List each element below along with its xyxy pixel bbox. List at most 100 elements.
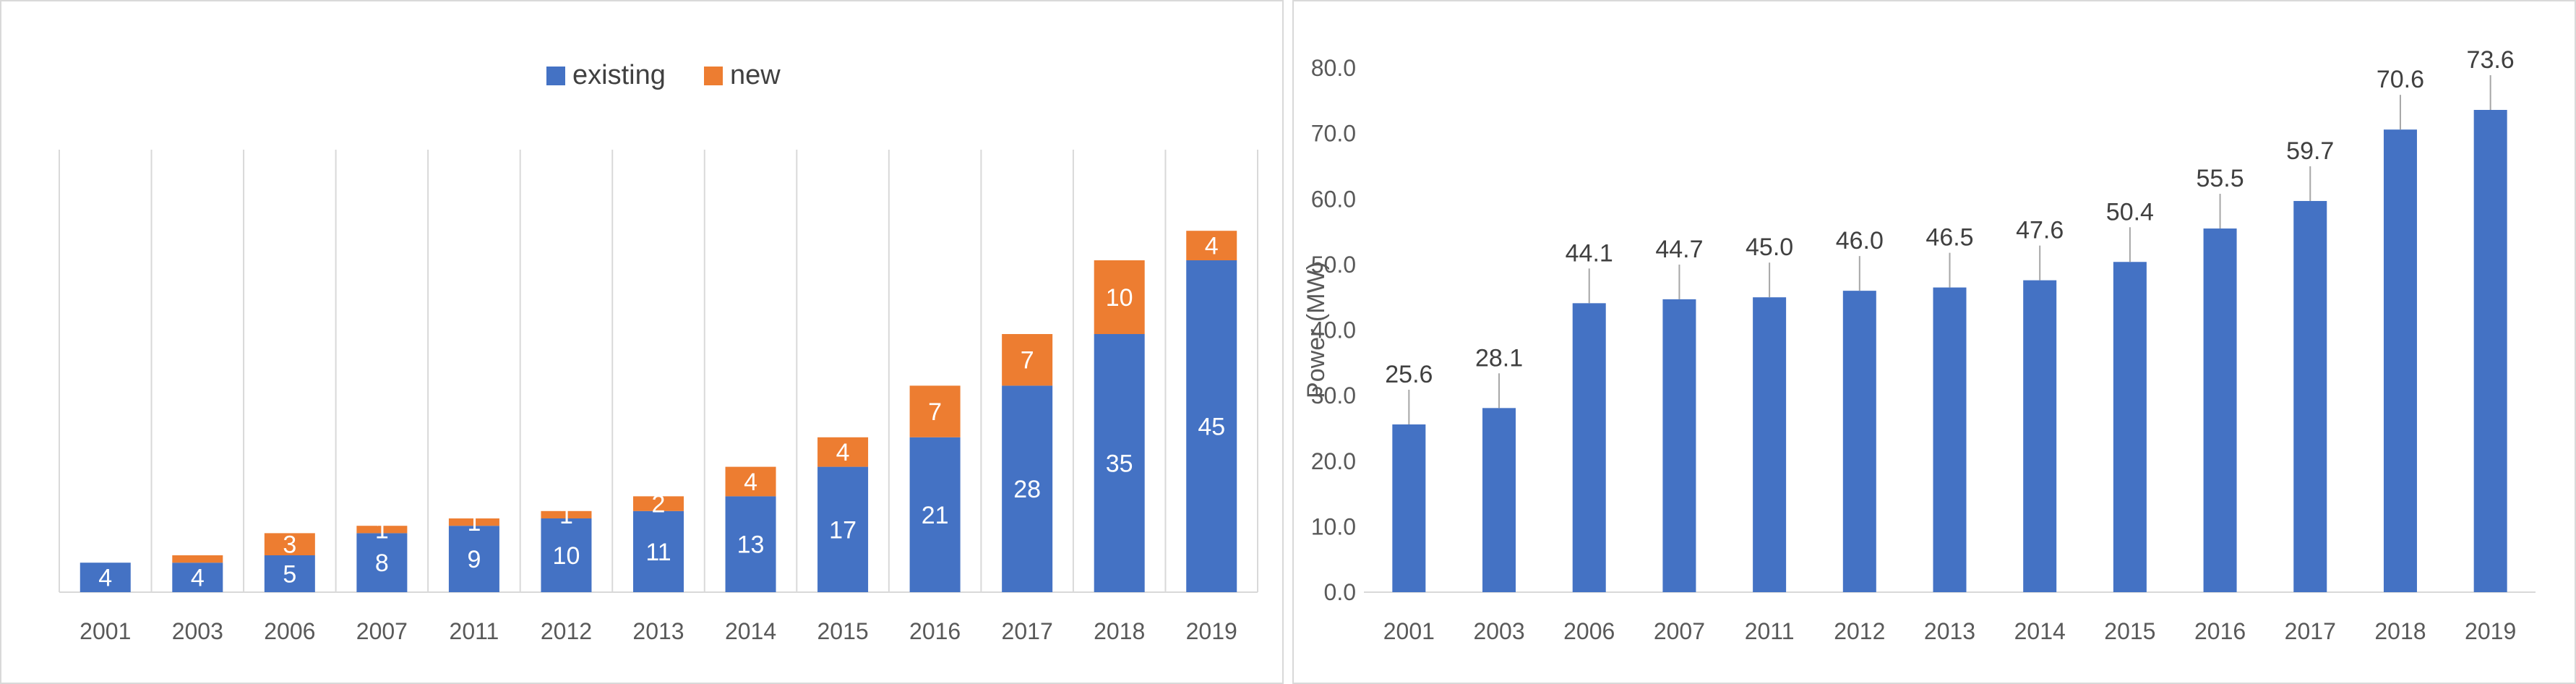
data-label-power-2013: 46.5 <box>1925 224 1973 252</box>
y-axis-title: Power (MW) <box>1302 262 1330 398</box>
x-tick-label-2011: 2011 <box>1745 618 1795 644</box>
x-tick-label-2007: 2007 <box>356 618 408 644</box>
bar-power-2006 <box>1572 303 1606 592</box>
bar-existing-2006 <box>264 555 315 592</box>
data-label-new-2013: 2 <box>652 491 666 518</box>
bar-new-2013 <box>633 496 684 511</box>
y-tick-label-60.0: 60.0 <box>1311 186 1356 212</box>
bar-power-2007 <box>1662 299 1696 592</box>
bar-new-2006 <box>264 533 315 555</box>
data-label-new-2014: 4 <box>744 469 757 496</box>
bar-existing-2001 <box>80 563 131 592</box>
x-tick-label-2006: 2006 <box>1563 618 1615 644</box>
bar-existing-2015 <box>817 466 869 592</box>
legend-label-new: new <box>730 60 781 90</box>
power-bar-chart: 0.0 10.0 20.0 30.0 40.0 50.0 60.0 70.0 80.0 Power… <box>1302 46 2536 644</box>
x-tick-label-2015: 2015 <box>2104 618 2155 644</box>
x-tick-label-2019: 2019 <box>2465 618 2516 644</box>
x-tick-label-2001: 2001 <box>1383 618 1435 644</box>
x-tick-label-2017: 2017 <box>1002 618 1053 644</box>
legend-swatch-new <box>704 67 723 85</box>
data-label-existing-2012: 10 <box>553 542 580 570</box>
bar-power-2014 <box>2023 280 2057 592</box>
x-tick-label-2016: 2016 <box>909 618 961 644</box>
data-label-power-2012: 46.0 <box>1836 227 1884 255</box>
bar-power-2018 <box>2383 129 2417 592</box>
bar-existing-2012 <box>541 518 592 592</box>
x-tick-label-2011: 2011 <box>450 618 499 644</box>
stacked-bar-chart: 4 2001 4 2003 53 2006 8 1 2007 9 1 2011 10 1 2012 11 2 20… <box>59 60 1258 644</box>
data-label-new-2015: 4 <box>836 439 850 466</box>
bar-existing-2013 <box>633 510 684 592</box>
y-tick-label-30.0: 30.0 <box>1311 382 1356 409</box>
x-tick-label-2003: 2003 <box>1473 618 1524 644</box>
bar-existing-2017 <box>1002 385 1053 592</box>
data-label-existing-2019: 45 <box>1198 414 1225 441</box>
bar-power-2015 <box>2113 262 2147 592</box>
y-tick-label-40.0: 40.0 <box>1311 317 1356 343</box>
bar-new-2019 <box>1186 231 1237 260</box>
data-label-existing-2006: 5 <box>283 561 296 589</box>
data-label-new-2006: 3 <box>283 531 296 559</box>
y-tick-label-50.0: 50.0 <box>1311 252 1356 278</box>
power-bar-chart-panel: 0.0 10.0 20.0 30.0 40.0 50.0 60.0 70.0 80.0 Power… <box>1292 0 2576 684</box>
bar-new-2007 <box>356 526 408 534</box>
data-label-existing-2017: 28 <box>1013 476 1041 503</box>
x-tick-label-2012: 2012 <box>541 618 592 644</box>
bar-power-2012 <box>1842 291 1876 592</box>
legend-label-existing: existing <box>572 60 666 90</box>
data-label-power-2001: 25.6 <box>1385 361 1433 388</box>
data-label-power-2019: 73.6 <box>2467 46 2515 74</box>
x-tick-label-2006: 2006 <box>264 618 315 644</box>
bar-existing-2018 <box>1094 334 1145 592</box>
bar-power-2001 <box>1392 424 1426 592</box>
bar-power-2011 <box>1753 297 1787 592</box>
data-label-new-2018: 10 <box>1106 284 1133 312</box>
x-tick-label-2013: 2013 <box>632 618 684 644</box>
bar-existing-2003 <box>172 563 223 592</box>
data-label-existing-2003: 4 <box>191 565 205 592</box>
y-tick-label-70.0: 70.0 <box>1311 121 1356 147</box>
x-tick-label-2007: 2007 <box>1654 618 1705 644</box>
y-tick-label-10.0: 10.0 <box>1311 513 1356 539</box>
data-label-new-2016: 7 <box>928 398 942 426</box>
data-label-new-2019: 4 <box>1205 233 1219 260</box>
x-tick-label-2003: 2003 <box>172 618 223 644</box>
data-label-existing-2014: 13 <box>737 531 765 559</box>
x-tick-label-2014: 2014 <box>725 618 776 644</box>
bar-new-2017 <box>1002 334 1053 386</box>
y-tick-label-80.0: 80.0 <box>1311 55 1356 81</box>
data-label-power-2007: 44.7 <box>1655 236 1703 263</box>
x-tick-label-2017: 2017 <box>2285 618 2336 644</box>
data-label-existing-2011: 9 <box>467 546 481 573</box>
data-label-existing-2001: 4 <box>98 565 112 592</box>
x-tick-label-2014: 2014 <box>2014 618 2066 644</box>
y-tick-label-0.0: 0.0 <box>1324 579 1356 605</box>
data-label-new-2007: 1 <box>375 516 389 544</box>
bar-new-2011 <box>448 518 499 526</box>
data-label-power-2011: 45.0 <box>1746 234 1793 261</box>
bar-power-2017 <box>2293 200 2327 592</box>
data-label-existing-2007: 8 <box>375 550 389 577</box>
x-tick-label-2015: 2015 <box>817 618 868 644</box>
bar-power-2013 <box>1933 287 1967 592</box>
x-tick-label-2001: 2001 <box>80 618 131 644</box>
data-label-power-2018: 70.6 <box>2377 66 2424 93</box>
y-tick-label-20.0: 20.0 <box>1311 448 1356 474</box>
bar-new-2015 <box>817 437 869 467</box>
data-label-existing-2016: 21 <box>922 502 949 529</box>
data-label-power-2017: 59.7 <box>2286 137 2334 165</box>
x-tick-label-2016: 2016 <box>2194 618 2246 644</box>
bar-existing-2019 <box>1186 260 1237 592</box>
data-label-existing-2015: 17 <box>829 516 856 544</box>
bar-new-2003 <box>172 555 223 563</box>
bar-power-2016 <box>2203 228 2237 592</box>
data-label-new-2017: 7 <box>1021 347 1034 375</box>
x-tick-label-2012: 2012 <box>1834 618 1885 644</box>
legend-swatch-existing <box>546 67 565 85</box>
bar-power-2003 <box>1482 408 1516 592</box>
data-label-power-2003: 28.1 <box>1475 344 1523 372</box>
x-tick-label-2018: 2018 <box>2374 618 2426 644</box>
bar-existing-2007 <box>356 533 408 592</box>
x-tick-label-2019: 2019 <box>1186 618 1237 644</box>
